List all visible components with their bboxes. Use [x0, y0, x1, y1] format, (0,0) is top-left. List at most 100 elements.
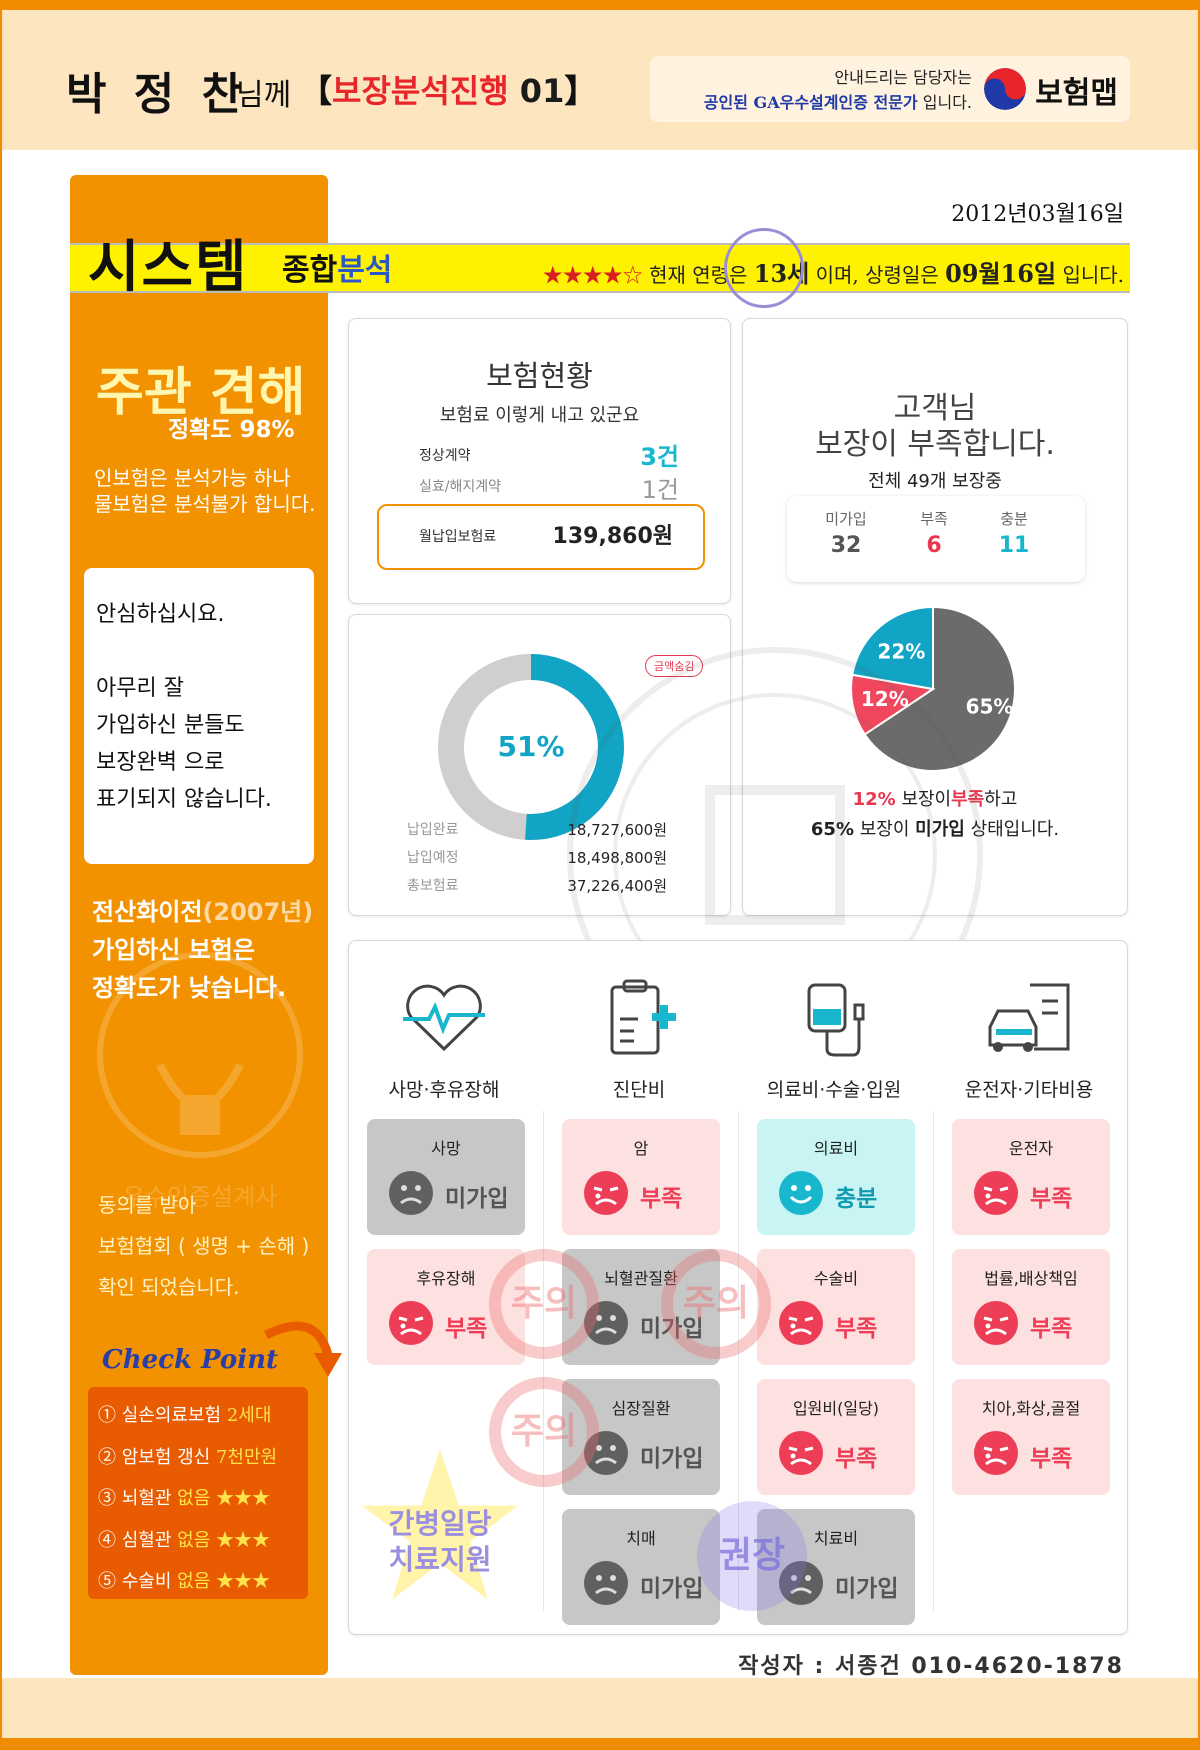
- panel-title-2: 보장이 부족합니다.: [815, 427, 1055, 462]
- card-title: 심장질환: [611, 1399, 671, 1418]
- status-face-icon: [974, 1171, 1018, 1215]
- check-point-title: Check Point: [102, 1345, 279, 1375]
- card-status: 부족: [640, 1186, 683, 1212]
- pre-note-line: 정확도가 낮습니다.: [92, 974, 287, 1002]
- monthly-premium-label: 월납입보험료: [419, 529, 497, 545]
- panel-title: 보험현황: [486, 359, 593, 393]
- pie-slice-label: 65%: [966, 694, 1014, 718]
- coverage-stats: 미가입 32 부족 6 충분 11: [787, 496, 1085, 582]
- reassurance-line: 아무리 잘: [96, 676, 184, 701]
- consent-line: 보험협회 ( 생명 + 손해 ): [98, 1234, 310, 1258]
- author-contact: 작성자 : 서종건 010-4620-1878: [738, 1654, 1124, 1679]
- card-status: 부족: [1030, 1186, 1073, 1212]
- report-title-text: 보장분석진행: [332, 72, 509, 110]
- pre-note-year: (2007년): [202, 898, 314, 926]
- caution-stamp: 주의: [489, 1249, 599, 1359]
- certified-seal-watermark: 우수인증설계사: [97, 952, 303, 1211]
- card-status: 부족: [445, 1316, 488, 1342]
- monthly-premium-box: 월납입보험료 139,860원: [377, 504, 705, 570]
- payment-donut-chart: [438, 654, 624, 840]
- opinion-title: 주관 견해: [96, 363, 306, 423]
- report-title: 【보장분석진행 01】: [300, 66, 596, 112]
- pre-note-line: 가입하신 보험은: [92, 936, 255, 964]
- stat-sufficient: 충분 11: [998, 510, 1030, 558]
- coverage-pie-chart: 65% 12% 22%: [850, 605, 1016, 772]
- consent-note: 동의를 받아 보험협회 ( 생명 + 손해 ) 확인 되었습니다.: [98, 1185, 309, 1308]
- paid-row: 납입완료 18,727,600원: [407, 821, 667, 839]
- bracket-close: 】: [564, 72, 597, 110]
- card-title: 운전자: [1008, 1139, 1054, 1158]
- category-label: 의료비·수술·입원: [766, 1079, 902, 1101]
- coverage-card: 치료비 미가입: [757, 1509, 915, 1625]
- panel-subtitle: 전체 49개 보장중: [868, 471, 1002, 492]
- analysis-note-line: 물보험은 분석불가 합니다.: [94, 492, 316, 516]
- coverage-card: 법률,배상책임 부족: [952, 1249, 1110, 1365]
- status-face-icon: [779, 1431, 823, 1475]
- panel-subtitle: 보험료 이렇게 내고 있군요: [439, 405, 640, 426]
- pie-slice: [850, 673, 936, 736]
- payment-donut: 51%: [431, 647, 631, 847]
- status-face-icon: [779, 1171, 823, 1215]
- card-status: 부족: [835, 1316, 878, 1342]
- agent-line2-rest: 입니다.: [922, 93, 972, 112]
- honorific: 님께: [236, 78, 292, 113]
- clipboard-cross-icon: [610, 979, 676, 1055]
- card-title: 법률,배상책임: [984, 1269, 1078, 1288]
- category-driver: 운전자·기타비용: [934, 959, 1124, 1102]
- agent-info: 안내드리는 담당자는 공인된 GA우수설계인증 전문가 입니다. 보험맵: [650, 56, 1130, 122]
- coverage-card: 암 부족: [562, 1119, 720, 1235]
- car-receipt-icon: [988, 983, 1070, 1052]
- donut-paid-arc: [438, 654, 624, 840]
- analysis-note: 인보험은 분석가능 하나 물보험은 분석불가 합니다.: [94, 465, 315, 517]
- coverage-card: 의료비 충분: [757, 1119, 915, 1235]
- star-badge-icon: [361, 1449, 519, 1600]
- coverage-card: 후유장해 부족: [367, 1249, 525, 1365]
- iv-drip-icon: [807, 983, 865, 1057]
- category-death: 사망·후유장해: [349, 959, 539, 1102]
- agent-line2: 공인된 GA우수설계인증 전문가 입니다.: [704, 89, 972, 113]
- check-item: ② 암보험 갱신 7천만원: [98, 1446, 278, 1468]
- caregiver-badge-text: 간병일당 치료지원: [388, 1507, 492, 1576]
- category-medical: 의료비·수술·입원: [739, 959, 929, 1102]
- report-number: 01: [519, 72, 565, 110]
- column-divider: [543, 1111, 544, 1611]
- card-status: 미가입: [640, 1446, 704, 1472]
- payment-progress-panel: 51% 금액숨김 납입완료 18,727,600원 납입예정 18,498,800원…: [348, 614, 731, 916]
- anniversary-date: 09월16일: [945, 259, 1057, 288]
- consent-line: 동의를 받아: [98, 1193, 197, 1217]
- status-face-icon: [974, 1431, 1018, 1475]
- reassurance-line: 표기되지 않습니다.: [96, 787, 272, 812]
- reassurance-line: 보장완벽 으로: [96, 750, 225, 775]
- category-label: 사망·후유장해: [388, 1079, 500, 1101]
- status-face-icon: [584, 1561, 628, 1605]
- card-status: 미가입: [835, 1576, 899, 1602]
- stat-shortage: 부족 6: [920, 510, 948, 558]
- status-face-icon: [779, 1301, 823, 1345]
- taegeuk-logo-icon: [984, 68, 1026, 110]
- shortage-summary: 12% 보장이부족하고: [852, 789, 1018, 810]
- accuracy-label: 정확도 98%: [168, 417, 295, 443]
- coverage-card: 입원비(일당) 부족: [757, 1379, 915, 1495]
- card-status: 미가입: [640, 1576, 704, 1602]
- card-status: 부족: [1030, 1446, 1073, 1472]
- analysis-note-line: 인보험은 분석가능 하나: [94, 466, 291, 490]
- check-point-list: ① 실손의료보험 2세대 ② 암보험 갱신 7천만원 ③ 뇌혈관 없음 ★★★ …: [88, 1387, 308, 1599]
- card-title: 치아,화상,골절: [981, 1399, 1081, 1418]
- banner-subtitle: 종합분석: [282, 253, 393, 288]
- due-row: 납입예정 18,498,800원: [407, 849, 667, 867]
- pie-slice: [863, 605, 1016, 772]
- recommend-stamp: 권장: [697, 1501, 807, 1611]
- card-title: 수술비: [813, 1269, 859, 1288]
- check-item: ⑤ 수술비 없음 ★★★: [98, 1571, 270, 1592]
- check-item: ③ 뇌혈관 없음 ★★★: [98, 1488, 270, 1509]
- category-diagnosis: 진단비: [544, 959, 734, 1102]
- rating-stars: ★★★★☆: [542, 263, 643, 287]
- report-date: 2012년03월16일: [951, 202, 1124, 227]
- card-title: 입원비(일당): [792, 1399, 880, 1418]
- age-info: ★★★★☆ 현재 연령은 13세 이며, 상령일은 09월16일 입니다.: [542, 259, 1124, 288]
- normal-contract-row: 정상계약 3건: [419, 443, 679, 471]
- status-face-icon: [974, 1301, 1018, 1345]
